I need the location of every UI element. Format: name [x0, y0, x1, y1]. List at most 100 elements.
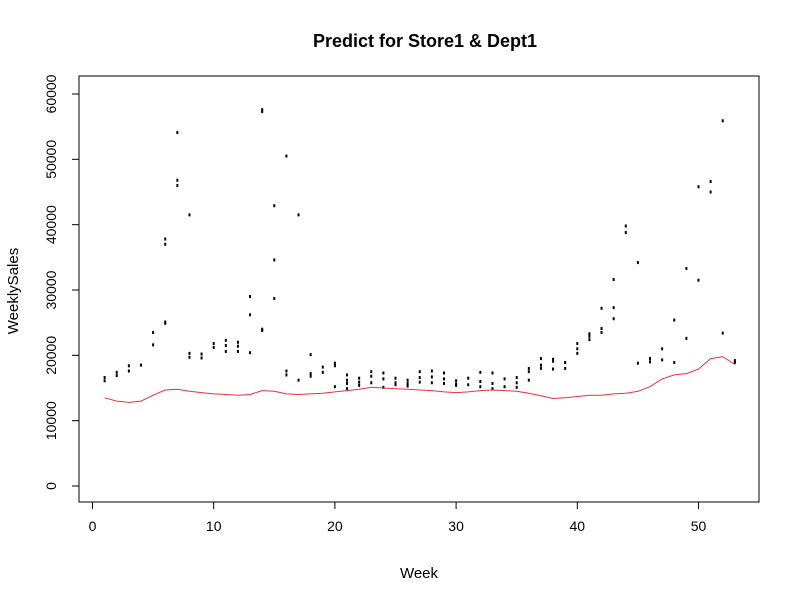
data-point [527, 366, 530, 370]
data-point [697, 278, 700, 282]
data-point [588, 338, 591, 342]
data-point [333, 385, 336, 389]
data-point [467, 376, 470, 380]
data-point [249, 295, 252, 299]
data-point [564, 366, 567, 370]
data-point [697, 185, 700, 189]
data-point [527, 370, 530, 374]
data-point [612, 278, 615, 282]
data-point [309, 353, 312, 357]
data-point [491, 371, 494, 375]
x-axis-label: Week [400, 565, 439, 582]
data-point [103, 379, 106, 383]
data-point [103, 376, 106, 380]
data-point [176, 183, 179, 187]
data-point [430, 375, 433, 379]
data-point [127, 364, 130, 368]
x-tick-label: 30 [448, 518, 464, 534]
data-point [164, 237, 167, 241]
data-point [576, 351, 579, 355]
data-point [285, 373, 288, 377]
data-point [430, 369, 433, 373]
data-points [103, 108, 736, 391]
data-point [442, 371, 445, 375]
data-point [346, 381, 349, 385]
data-point [382, 377, 385, 381]
data-point [176, 178, 179, 182]
data-point [224, 338, 227, 342]
plot-frame [78, 75, 760, 503]
data-point [249, 313, 252, 317]
data-point [661, 347, 664, 351]
data-point [588, 332, 591, 336]
data-point [552, 359, 555, 363]
x-tick-label: 10 [206, 518, 222, 534]
data-point [503, 377, 506, 381]
data-point [733, 361, 736, 365]
data-point [709, 190, 712, 194]
data-point [261, 108, 264, 112]
data-point [491, 387, 494, 391]
data-point [576, 347, 579, 351]
data-point [661, 358, 664, 362]
data-point [370, 374, 373, 378]
data-point [115, 374, 118, 378]
data-point [624, 224, 627, 228]
data-point [188, 213, 191, 217]
data-point [297, 213, 300, 217]
data-point [346, 373, 349, 377]
data-point [212, 342, 215, 346]
data-point [346, 378, 349, 382]
data-point [600, 327, 603, 331]
data-point [273, 258, 276, 262]
data-point [333, 364, 336, 368]
y-tick-label: 60000 [43, 74, 59, 113]
data-point [479, 379, 482, 383]
data-point [236, 340, 239, 344]
data-point [212, 345, 215, 349]
x-tick-label: 40 [570, 518, 586, 534]
data-point [418, 380, 421, 384]
data-point [309, 372, 312, 376]
x-tick-label: 0 [89, 518, 97, 534]
data-point [200, 352, 203, 356]
data-point [273, 296, 276, 300]
data-point [394, 376, 397, 380]
data-point [636, 361, 639, 365]
data-point [188, 351, 191, 355]
data-point [382, 385, 385, 389]
data-point [418, 376, 421, 380]
data-point [455, 379, 458, 383]
data-point [612, 306, 615, 310]
data-point [552, 367, 555, 371]
data-point [467, 383, 470, 387]
data-point [200, 356, 203, 360]
data-point [455, 383, 458, 387]
x-tick-label: 20 [327, 518, 343, 534]
data-point [139, 363, 142, 367]
data-point [115, 370, 118, 374]
data-point [370, 381, 373, 385]
data-point [442, 377, 445, 381]
data-point [370, 370, 373, 374]
data-point [224, 344, 227, 348]
data-point [564, 361, 567, 365]
data-point [479, 385, 482, 389]
data-point [539, 366, 542, 370]
data-point [236, 349, 239, 353]
data-point [152, 343, 155, 347]
data-point [394, 381, 397, 385]
data-point [515, 376, 518, 380]
data-point [673, 318, 676, 322]
data-point [539, 357, 542, 361]
data-point [649, 357, 652, 361]
data-point [152, 330, 155, 334]
data-point [261, 327, 264, 331]
data-point [721, 331, 724, 335]
data-point [733, 359, 736, 363]
data-point [418, 370, 421, 374]
data-point [176, 131, 179, 135]
data-point [285, 369, 288, 373]
y-axis: 0 10000 20000 30000 40000 50000 60000 [43, 74, 80, 490]
data-point [442, 381, 445, 385]
